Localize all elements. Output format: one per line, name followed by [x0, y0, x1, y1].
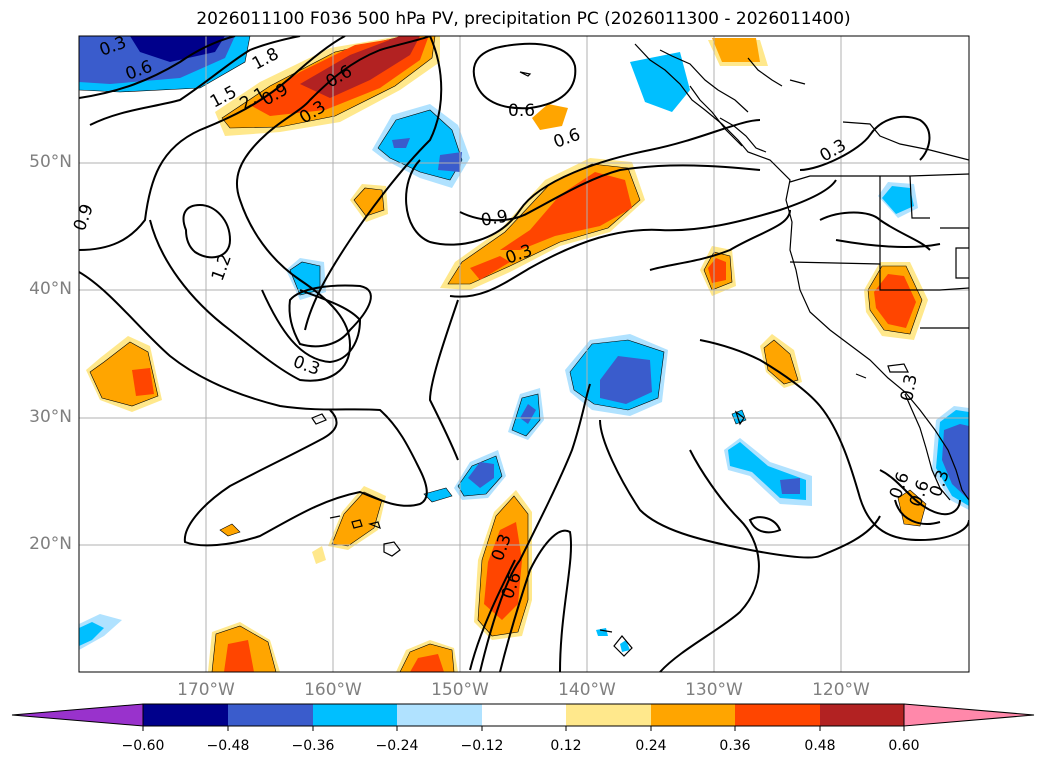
- positive-anomaly: [874, 274, 916, 328]
- positive-anomaly: [763, 339, 799, 385]
- colorbar-bin: [313, 704, 397, 726]
- colorbar-tick-label: −0.12: [460, 738, 504, 754]
- positive-anomaly: [708, 258, 726, 283]
- positive-anomaly: [500, 172, 632, 250]
- colorbar-tick-label: 0.24: [635, 738, 667, 754]
- colorbar-tick-label: −0.48: [206, 738, 250, 754]
- positive-anomaly: [470, 256, 510, 280]
- plot-area: [79, 36, 969, 672]
- colorbar-bin: [566, 704, 651, 726]
- negative-anomaly: [79, 622, 104, 646]
- lon-label: 150°W: [431, 680, 489, 700]
- plot-frame: [78, 35, 970, 673]
- lat-label: 50°N: [29, 152, 72, 172]
- colorbar-tick-label: −0.60: [121, 738, 165, 754]
- colorbar-tick-label: 0.60: [888, 738, 920, 754]
- positive-anomaly: [219, 523, 241, 537]
- negative-anomaly: [600, 356, 652, 404]
- positive-anomaly: [224, 640, 254, 672]
- lon-label: 160°W: [304, 680, 362, 700]
- colorbar-extend-high: [903, 703, 1035, 727]
- pv-contours: [79, 36, 969, 672]
- positive-anomaly: [532, 104, 568, 130]
- colorbar-tick-label: 0.48: [804, 738, 836, 754]
- negative-anomaly: [942, 424, 969, 500]
- colorbar-bin: [820, 704, 904, 726]
- gridlines: [79, 36, 969, 672]
- colorbar-bin: [143, 704, 228, 726]
- contour-label: 0.9: [479, 207, 509, 231]
- lat-label: 20°N: [29, 534, 72, 554]
- colorbar-bin: [228, 704, 313, 726]
- positive-anomaly: [312, 546, 326, 564]
- lat-label: 30°N: [29, 407, 72, 427]
- colorbar-bin: [482, 704, 566, 726]
- colorbar: [11, 703, 1035, 731]
- lon-label: 130°W: [685, 680, 743, 700]
- lon-label: 140°W: [558, 680, 616, 700]
- positive-anomaly: [410, 654, 444, 672]
- negative-anomaly: [630, 52, 690, 112]
- negative-anomaly: [130, 36, 225, 62]
- positive-anomaly: [484, 522, 522, 620]
- negative-anomaly: [882, 186, 914, 214]
- negative-anomaly: [596, 628, 608, 636]
- colorbar-bin: [651, 704, 735, 726]
- colorbar-tick-label: 0.12: [550, 738, 582, 754]
- negative-anomaly: [392, 138, 410, 148]
- negative-anomaly: [423, 487, 453, 503]
- lon-label: 170°W: [177, 680, 235, 700]
- map-title: 2026011100 F036 500 hPa PV, precipitatio…: [196, 9, 851, 29]
- contour-label: 0.3: [897, 373, 921, 403]
- colorbar-bin: [397, 704, 482, 726]
- colorbar-bin: [735, 704, 820, 726]
- negative-anomaly: [468, 462, 494, 488]
- positive-anomaly: [353, 187, 385, 217]
- colorbar-tick-label: 0.36: [719, 738, 751, 754]
- negative-anomaly: [520, 404, 536, 424]
- colorbar-tick-label: −0.24: [375, 738, 419, 754]
- positive-anomaly: [132, 368, 154, 396]
- colorbar-tick-label: −0.36: [291, 738, 335, 754]
- negative-anomaly: [438, 152, 462, 172]
- negative-anomaly: [620, 640, 630, 652]
- colorbar-extend-low: [11, 703, 144, 727]
- coastlines: [311, 43, 969, 657]
- precipitation-shading: [79, 36, 969, 672]
- positive-anomaly: [712, 38, 760, 62]
- lat-label: 40°N: [29, 279, 72, 299]
- negative-anomaly: [289, 261, 321, 296]
- contour-label: 0.6: [508, 101, 535, 121]
- negative-anomaly: [780, 478, 800, 494]
- lon-label: 120°W: [812, 680, 870, 700]
